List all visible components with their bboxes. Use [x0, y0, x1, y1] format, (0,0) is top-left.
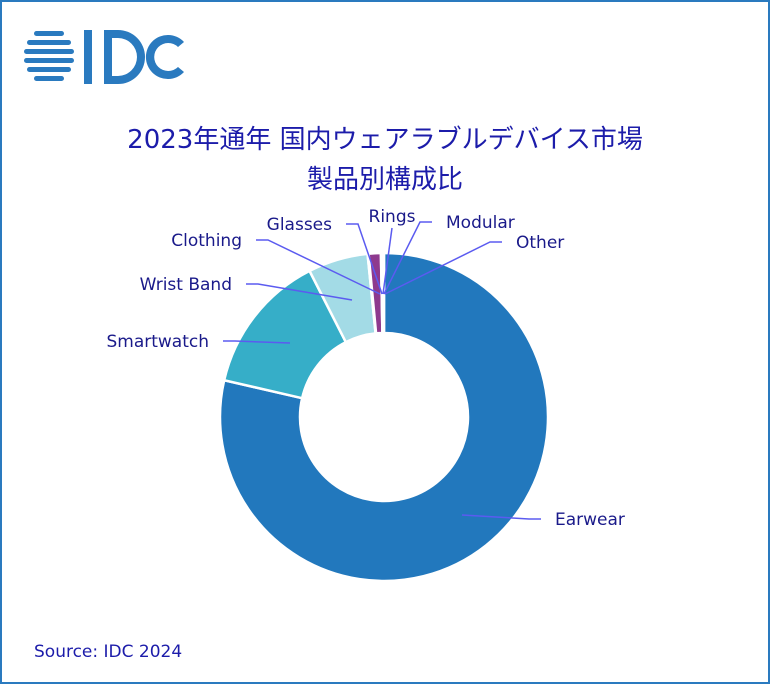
chart-title: 2023年通年 国内ウェアラブルデバイス市場 製品別構成比	[2, 120, 768, 200]
leader-line-wrist-band	[246, 283, 353, 301]
source-note: Source: IDC 2024	[34, 642, 183, 662]
label-rings: Rings	[369, 207, 416, 227]
label-smartwatch: Smartwatch	[106, 332, 209, 352]
idc-logo	[24, 30, 184, 84]
slice-earwear	[218, 251, 550, 583]
label-wrist-band: Wrist Band	[140, 275, 232, 295]
label-clothing: Clothing	[171, 231, 242, 251]
title-line-2: 製品別構成比	[306, 165, 463, 195]
leader-line-rings	[382, 227, 393, 295]
label-modular: Modular	[446, 213, 515, 233]
label-glasses: Glasses	[267, 215, 332, 235]
leader-line-clothing	[256, 239, 381, 295]
label-earwear: Earwear	[555, 510, 625, 530]
leader-line-smartwatch	[223, 340, 291, 344]
leader-line-earwear	[461, 514, 541, 520]
leader-line-other	[384, 241, 502, 295]
leader-line-glasses	[346, 223, 383, 295]
leader-line-modular	[383, 221, 432, 295]
label-other: Other	[516, 233, 564, 253]
title-line-1: 2023年通年 国内ウェアラブルデバイス市場	[127, 125, 643, 155]
